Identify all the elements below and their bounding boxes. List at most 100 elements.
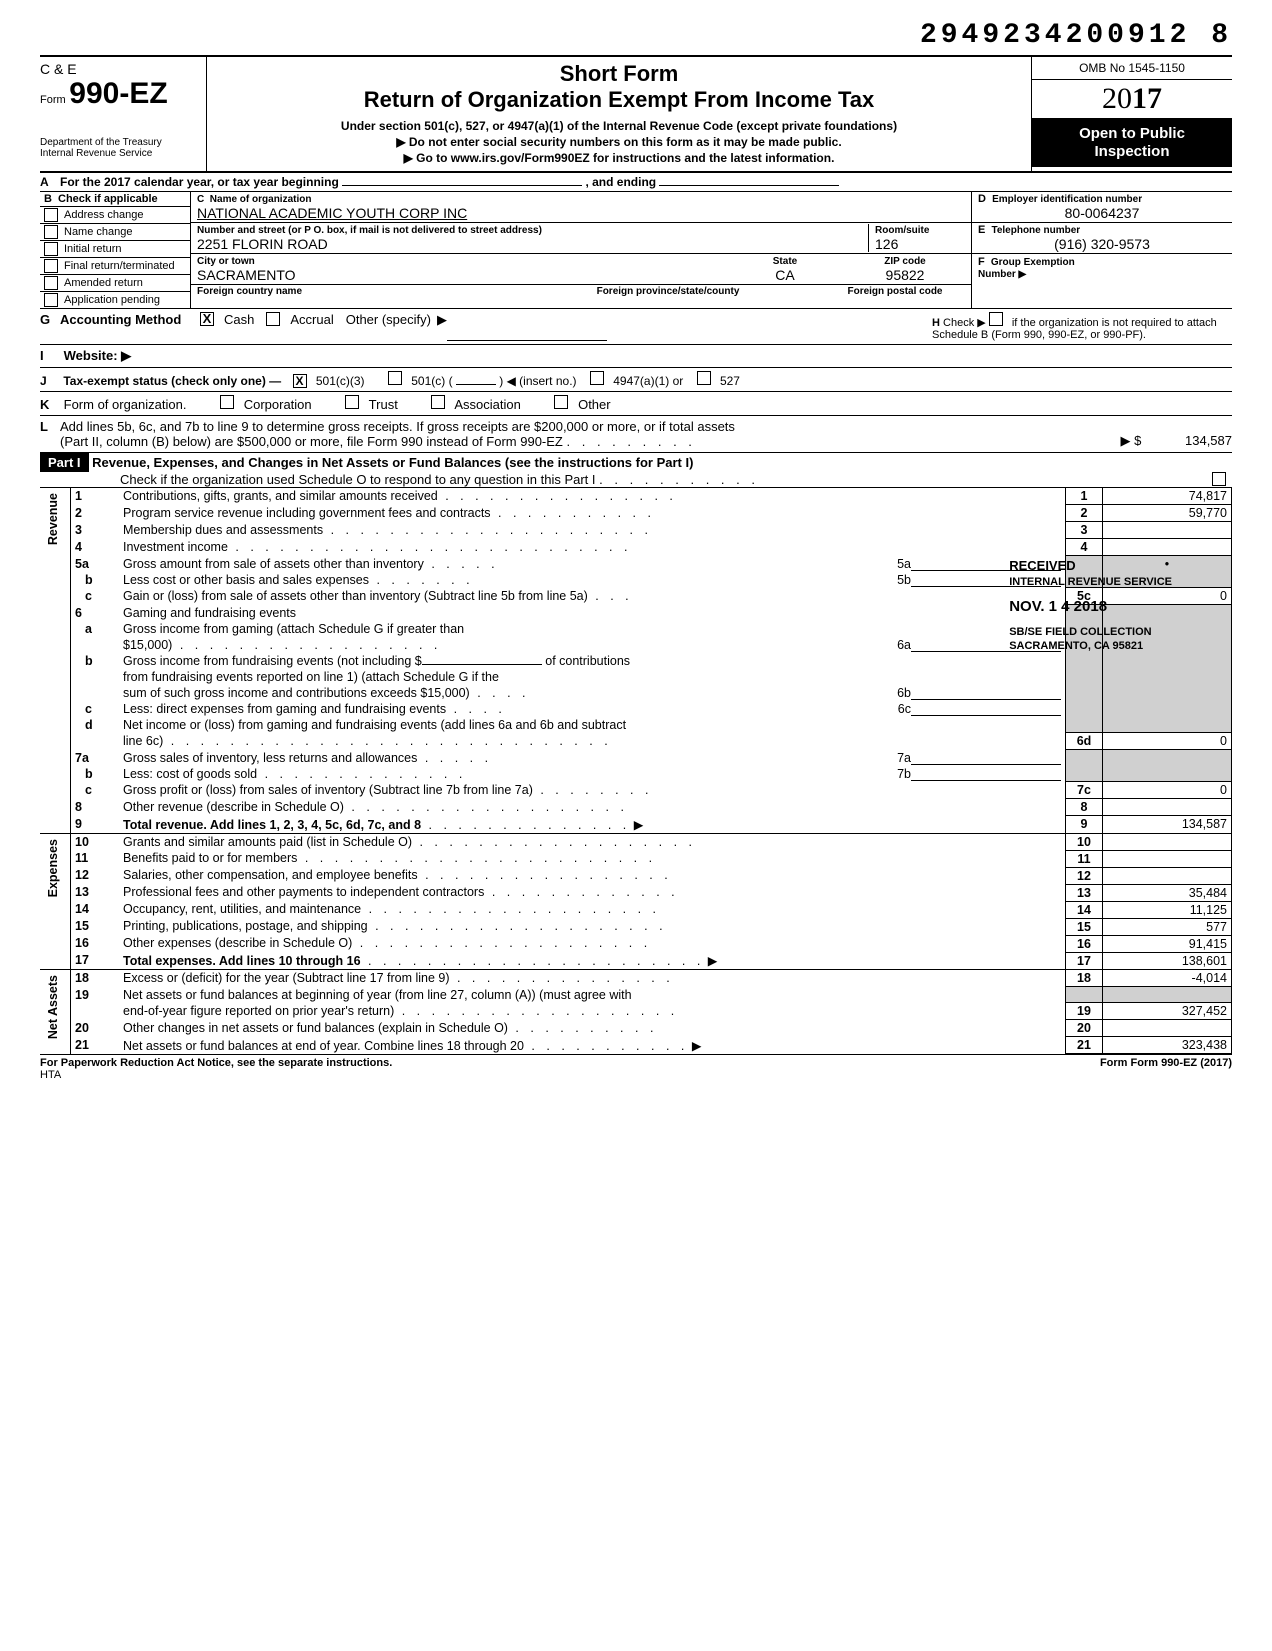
header-center: Short Form Return of Organization Exempt… (207, 57, 1031, 171)
subtitle-3: ▶ Go to www.irs.gov/Form990EZ for instru… (217, 151, 1021, 165)
mid-amt[interactable] (911, 686, 1061, 700)
foreign-prov-label: Foreign province/state/county (511, 286, 825, 297)
street-label: Number and street (or P O. box, if mail … (197, 225, 542, 236)
line-num: 3 (71, 522, 120, 539)
line-num: b (71, 572, 120, 588)
mid-amt[interactable] (911, 767, 1061, 781)
amt-value: 0 (1103, 733, 1232, 750)
group-number-label: Number ▶ (978, 269, 1026, 280)
line-num: b (71, 766, 120, 782)
checkbox-accrual[interactable] (266, 312, 280, 326)
checkbox-part-i[interactable] (1212, 472, 1226, 486)
amt-num: 13 (1066, 884, 1103, 901)
label-e: E (978, 224, 985, 236)
row-l-text1: Add lines 5b, 6c, and 7b to line 9 to de… (60, 419, 1052, 434)
year-end-blank[interactable] (659, 185, 839, 186)
column-b: B Check if applicable Address change Nam… (40, 192, 191, 308)
accounting-label: Accounting Method (60, 312, 200, 341)
checkbox-icon[interactable] (44, 225, 58, 239)
amt-num: 16 (1066, 935, 1103, 952)
line-text: Gross income from fundraising events (no… (123, 654, 422, 668)
city-cell: City or townSACRAMENTO StateCA ZIP code9… (191, 254, 971, 285)
checkbox-501c[interactable] (388, 371, 402, 385)
checkbox-icon[interactable] (44, 293, 58, 307)
checkbox-icon[interactable] (44, 259, 58, 273)
corp-label: Corporation (244, 397, 312, 412)
amt-num: 11 (1066, 850, 1103, 867)
line-num: 8 (71, 799, 120, 816)
line-num: 2 (71, 505, 120, 522)
line-text: Net assets or fund balances at beginning… (119, 987, 1066, 1003)
ein-label: Employer identification number (992, 194, 1142, 205)
line-num: 9 (71, 816, 120, 834)
amended-label: Amended return (64, 277, 143, 289)
checkbox-trust[interactable] (345, 395, 359, 409)
checkbox-icon[interactable] (44, 276, 58, 290)
form-org-label: Form of organization. (64, 397, 187, 412)
assoc-label: Association (454, 397, 520, 412)
line-num: 20 (71, 1020, 120, 1037)
amt-value: 134,587 (1103, 816, 1232, 834)
year-begin-blank[interactable] (342, 185, 582, 186)
city-value: SACRAMENTO (197, 267, 296, 283)
amt-num: 1 (1066, 488, 1103, 505)
501c-label: 501(c) ( (411, 374, 452, 388)
checkbox-icon[interactable] (44, 208, 58, 222)
amt-num: 15 (1066, 918, 1103, 935)
line-text: Contributions, gifts, grants, and simila… (123, 489, 438, 503)
line-num: 14 (71, 901, 120, 918)
return-title: Return of Organization Exempt From Incom… (217, 87, 1021, 113)
mid-amt[interactable] (911, 702, 1061, 716)
ein-cell: D Employer identification number 80-0064… (972, 192, 1232, 223)
amt-num: 19 (1066, 1003, 1103, 1020)
stamp-received: RECEIVED (1009, 558, 1172, 575)
row-l-arrow: ▶ $ (1121, 433, 1142, 448)
amt-num: 3 (1066, 522, 1103, 539)
line-text: Gross profit or (loss) from sales of inv… (123, 783, 533, 797)
501c-insert[interactable] (456, 384, 496, 385)
chk-pending: Application pending (40, 292, 190, 308)
label-f: F (978, 256, 985, 268)
state-label: State (773, 256, 797, 267)
org-name-value: NATIONAL ACADEMIC YOUTH CORP INC (197, 205, 467, 221)
amt-num: 2 (1066, 505, 1103, 522)
line-text: Less: direct expenses from gaming and fu… (123, 702, 446, 716)
form-prefix: C & E (40, 61, 200, 77)
paperwork-notice: For Paperwork Reduction Act Notice, see … (40, 1057, 392, 1069)
line-text: Salaries, other compensation, and employ… (123, 868, 418, 882)
checkbox-h[interactable] (989, 312, 1003, 326)
open-line2: Inspection (1034, 143, 1230, 161)
row-a-text: For the 2017 calendar year, or tax year … (60, 175, 1232, 189)
amt-num: 17 (1066, 952, 1103, 970)
line-num: 13 (71, 884, 120, 901)
checkbox-4947[interactable] (590, 371, 604, 385)
amt-value: -4,014 (1103, 970, 1232, 987)
checkbox-527[interactable] (697, 371, 711, 385)
checkbox-assoc[interactable] (431, 395, 445, 409)
checkbox-corp[interactable] (220, 395, 234, 409)
part-i-badge: Part I (40, 453, 89, 472)
blank[interactable] (422, 664, 542, 665)
dots: . . . . . . . . . . . (599, 472, 759, 487)
amt-value: 74,817 (1103, 488, 1232, 505)
label-g: G (40, 312, 60, 341)
line-19-1: 19 Net assets or fund balances at beginn… (40, 987, 1232, 1003)
expenses-side-label: Expenses (44, 835, 62, 901)
line-num: 1 (71, 488, 120, 505)
open-line1: Open to Public (1034, 125, 1230, 143)
net-assets-side-label: Net Assets (44, 971, 62, 1043)
other-blank[interactable] (447, 312, 607, 341)
mid-amt[interactable] (911, 751, 1061, 765)
amt-num: 7c (1066, 782, 1103, 799)
line-20: 20 Other changes in net assets or fund b… (40, 1020, 1232, 1037)
checkbox-cash[interactable]: X (200, 312, 214, 326)
checkbox-icon[interactable] (44, 242, 58, 256)
group-exempt-cell: F Group Exemption Number ▶ (972, 254, 1232, 282)
org-name-label: Name of organization (210, 194, 312, 205)
checkbox-other-org[interactable] (554, 395, 568, 409)
entity-block: B Check if applicable Address change Nam… (40, 192, 1232, 309)
amt-num: 12 (1066, 867, 1103, 884)
checkbox-501c3[interactable]: X (293, 374, 307, 388)
line-text: Gross income from gaming (attach Schedul… (119, 621, 1066, 637)
line-16: 16 Other expenses (describe in Schedule … (40, 935, 1232, 952)
